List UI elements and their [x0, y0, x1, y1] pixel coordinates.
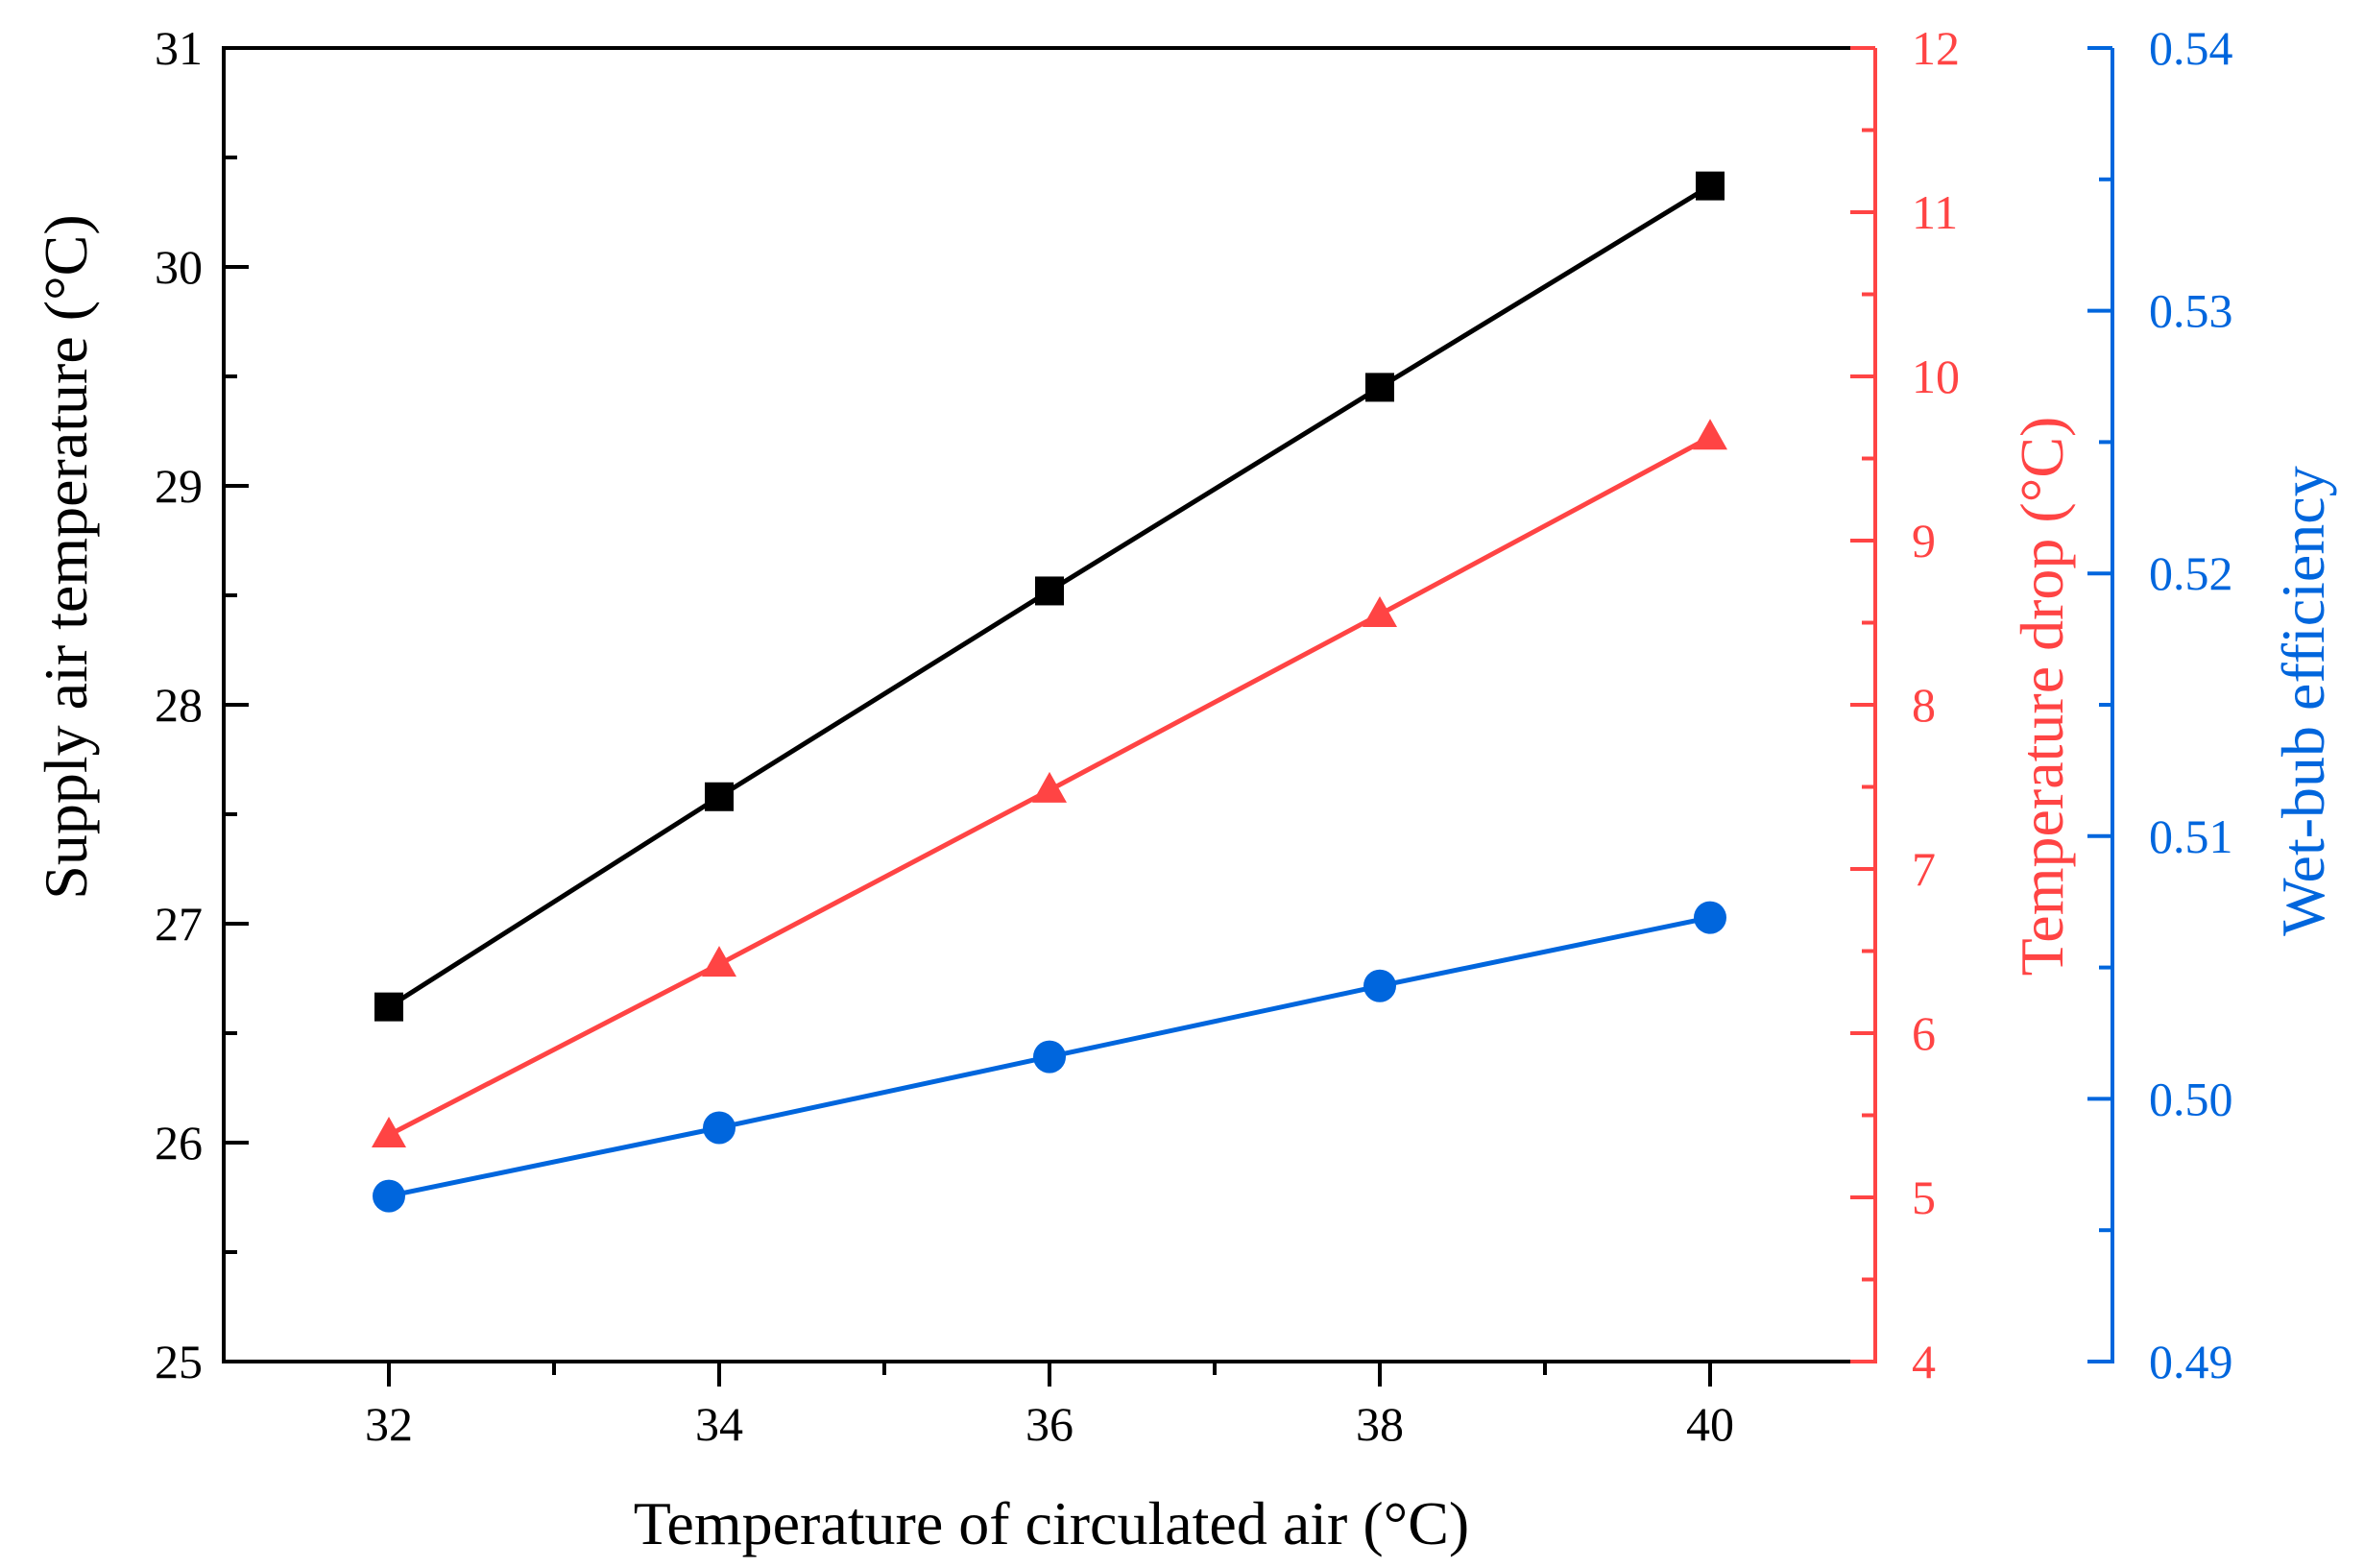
right1-axis-label: Temperature drop (°C)	[2008, 417, 2076, 977]
right1-tick-label: 10	[1912, 350, 1960, 403]
wet-bulb-efficiency-point	[373, 1179, 405, 1213]
x-tick-label: 40	[1686, 1397, 1734, 1451]
right2-tick-label: 0.49	[2149, 1335, 2233, 1388]
right2-tick-label: 0.50	[2149, 1072, 2233, 1125]
left-tick-label: 30	[155, 240, 203, 294]
temperature-drop-point	[1693, 419, 1727, 450]
temperature-drop-point	[1032, 771, 1067, 803]
wet-bulb-efficiency-point	[1694, 901, 1726, 934]
left-tick-label: 29	[155, 459, 203, 513]
right1-tick-label: 9	[1912, 514, 1936, 567]
left-tick-label: 25	[155, 1335, 203, 1388]
left-axis-label: Supply air temperature (°C)	[32, 214, 100, 899]
temperature-drop-point	[702, 946, 736, 977]
temperature-drop-point	[1363, 595, 1397, 627]
left-tick-label: 26	[155, 1116, 203, 1170]
right1-tick-label: 11	[1912, 185, 1958, 239]
x-tick-label: 36	[1025, 1397, 1073, 1451]
right1-tick-label: 7	[1912, 842, 1936, 896]
x-tick-label: 38	[1356, 1397, 1404, 1451]
supply-air-point	[1035, 576, 1064, 606]
supply-air-point	[1365, 373, 1394, 402]
wet-bulb-efficiency-point	[703, 1111, 736, 1145]
right1-tick-label: 6	[1912, 1006, 1936, 1060]
series-layer	[372, 171, 1727, 1213]
x-axis-label: Temperature of circulated air (°C)	[634, 1489, 1469, 1557]
left-tick-label: 31	[155, 21, 203, 75]
temperature-drop-point	[372, 1117, 406, 1148]
label-layer: Temperature of circulated air (°C) Suppl…	[32, 214, 2337, 1557]
right2-axis-label: Wet-bub efficiency	[2269, 466, 2337, 935]
right2-tick-label: 0.52	[2149, 546, 2233, 600]
supply-air-point	[374, 992, 403, 1022]
left-tick-label: 28	[155, 678, 203, 732]
right1-tick-label: 12	[1912, 21, 1960, 75]
right2-tick-label: 0.54	[2149, 21, 2233, 75]
supply-air-point	[705, 782, 734, 811]
right1-tick-label: 5	[1912, 1170, 1936, 1224]
left-tick-label: 27	[155, 897, 203, 951]
right2-tick-label: 0.51	[2149, 809, 2233, 863]
axes-layer: 32 34 36 38 40 25 26 27 28 29 30 31 4 5 6 7 8 9 10 11 12 0.49…	[155, 21, 2233, 1451]
right1-tick-label: 4	[1912, 1335, 1936, 1388]
wet-bulb-efficiency-point	[1033, 1040, 1066, 1073]
right2-tick-label: 0.53	[2149, 284, 2233, 338]
right1-tick-label: 8	[1912, 678, 1936, 732]
wet-bulb-efficiency-point	[1363, 969, 1396, 1002]
supply-air-point	[1696, 171, 1725, 201]
x-tick-label: 32	[365, 1397, 413, 1451]
x-tick-label: 34	[695, 1397, 743, 1451]
